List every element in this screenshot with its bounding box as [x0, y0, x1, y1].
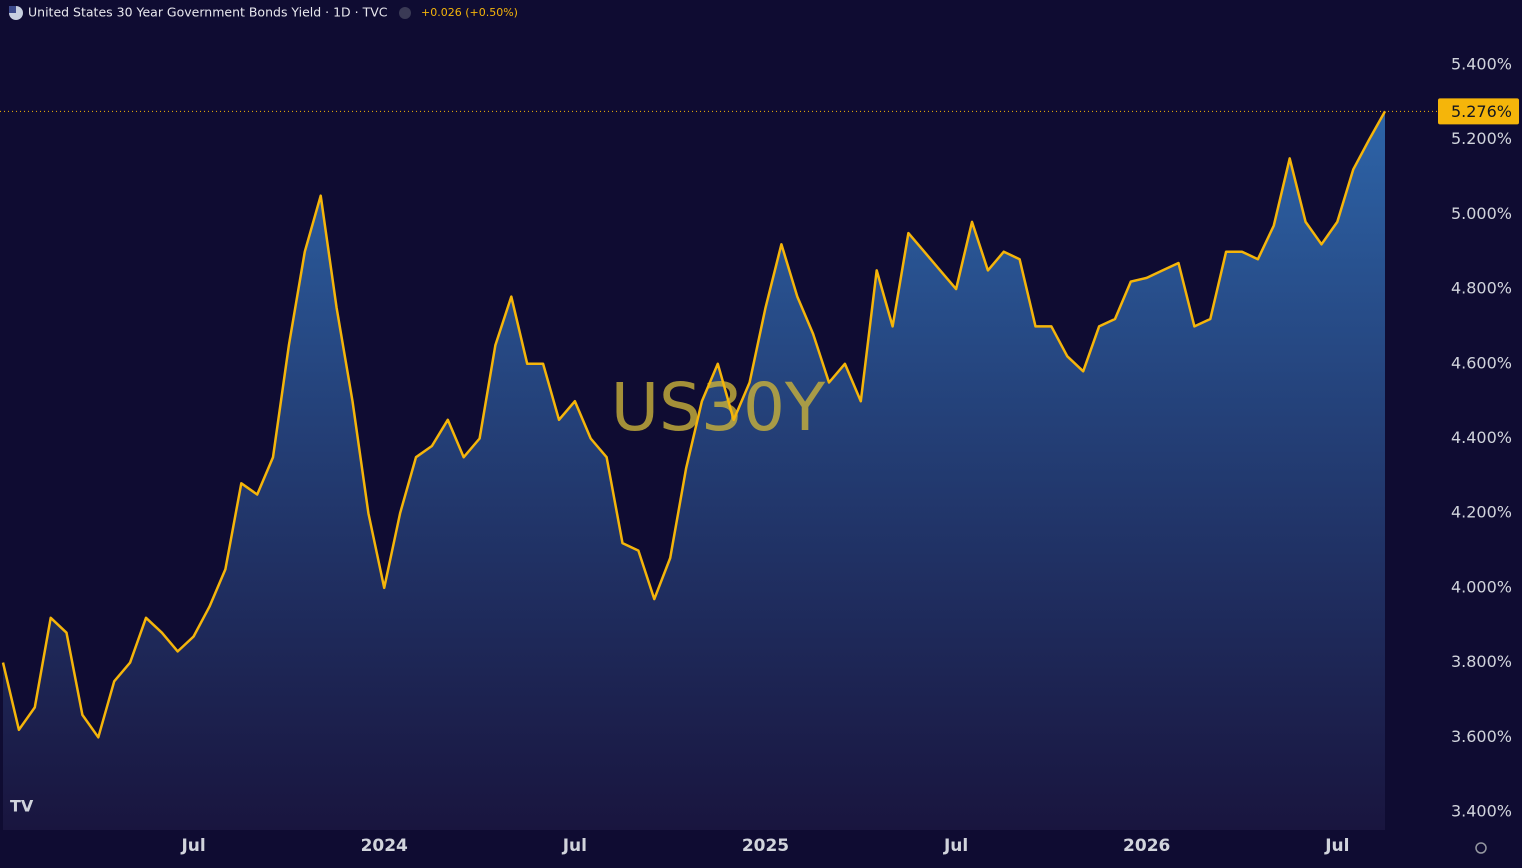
y-tick-label: 5.400%	[1451, 55, 1512, 74]
x-tick-label: 2025	[742, 836, 789, 856]
x-tick-label: 2026	[1123, 836, 1170, 856]
plot-area: US30Y	[1, 110, 1387, 831]
x-tick-label: Jul	[1324, 836, 1349, 856]
y-tick-label: 3.400%	[1451, 802, 1512, 821]
y-tick-label: 4.800%	[1451, 279, 1512, 298]
y-tick-label: 3.600%	[1451, 727, 1512, 746]
y-tick-label: 5.200%	[1451, 129, 1512, 148]
status-dot	[399, 7, 411, 19]
y-tick-label: 4.600%	[1451, 353, 1512, 372]
y-tick-label: 3.800%	[1451, 652, 1512, 671]
last-value-badge	[1438, 98, 1519, 125]
y-tick-label: 4.400%	[1451, 428, 1512, 447]
area-fill	[3, 111, 1385, 831]
y-tick-label: 5.000%	[1451, 204, 1512, 223]
y-tick-label: 4.000%	[1451, 577, 1512, 596]
settings-icon[interactable]	[1475, 842, 1487, 854]
watermark: US30Y	[611, 369, 826, 446]
price-line	[1, 110, 1387, 739]
change-label: +0.026 (+0.50%)	[421, 6, 518, 19]
last-value-label: 5.276%	[1451, 102, 1512, 121]
flag-canton	[9, 6, 16, 13]
x-tick-label: Jul	[562, 836, 587, 856]
x-tick-label: 2024	[361, 836, 408, 856]
x-tick-label: Jul	[943, 836, 968, 856]
chart-title: United States 30 Year Government Bonds Y…	[28, 5, 388, 20]
x-tick-label: Jul	[180, 836, 205, 856]
y-tick-label: 4.200%	[1451, 503, 1512, 522]
logo: TV	[10, 797, 34, 816]
